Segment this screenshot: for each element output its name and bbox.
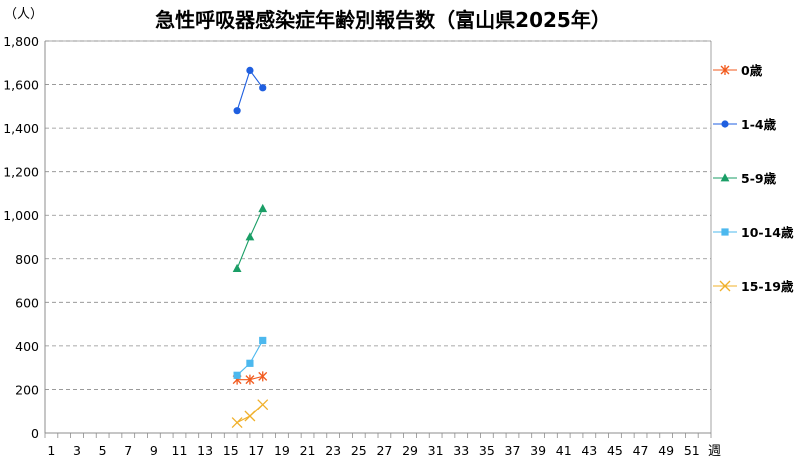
x-tick-label: 11 — [172, 443, 188, 458]
legend-label: 5-9歳 — [741, 171, 777, 186]
y-tick-label: 1,200 — [3, 165, 39, 180]
x-tick-label: 35 — [479, 443, 495, 458]
x-tick-label: 43 — [581, 443, 597, 458]
y-tick-label: 1,600 — [3, 78, 39, 93]
x-tick-label: 31 — [428, 443, 444, 458]
chart-title: 急性呼吸器感染症年齢別報告数（富山県2025年） — [155, 8, 611, 32]
x-tick-label: 17 — [248, 443, 264, 458]
y-tick-label: 600 — [15, 295, 39, 310]
triangle-marker-shape — [245, 232, 255, 241]
x-tick-label: 33 — [453, 443, 469, 458]
legend-item: 1-4歳 — [713, 117, 777, 132]
legend-label: 0歳 — [741, 63, 763, 78]
legend-marker — [721, 120, 729, 128]
x-tick-label: 21 — [300, 443, 316, 458]
x-tick-label: 49 — [658, 443, 674, 458]
x-marker-stroke — [244, 410, 256, 422]
legend-item: 10-14歳 — [713, 225, 794, 240]
legend-marker — [721, 228, 729, 236]
x-tick-label: 51 — [684, 443, 700, 458]
data-point — [232, 263, 242, 272]
data-point — [245, 374, 255, 385]
y-tick-label: 1,400 — [3, 121, 39, 136]
legend-item: 5-9歳 — [713, 171, 777, 186]
x-tick-label: 23 — [325, 443, 341, 458]
series-4 — [233, 336, 267, 379]
x-tick-label: 13 — [197, 443, 213, 458]
circle-marker-shape — [259, 84, 267, 92]
x-tick-label: 7 — [124, 443, 132, 458]
x-tick-label: 45 — [607, 443, 623, 458]
circle-marker-shape — [721, 120, 729, 128]
legend-marker — [720, 65, 730, 75]
series-3 — [232, 203, 268, 272]
triangle-marker-shape — [720, 173, 730, 182]
x-tick-label: 15 — [223, 443, 239, 458]
x-tick-label: 19 — [274, 443, 290, 458]
series-layer — [231, 66, 269, 429]
y-tick-label: 0 — [31, 426, 39, 441]
x-tick-label: 5 — [99, 443, 107, 458]
series-line — [236, 69, 264, 111]
legend-marker — [720, 173, 730, 182]
triangle-marker-shape — [258, 203, 268, 213]
x-tick-label: 37 — [505, 443, 521, 458]
data-point — [231, 417, 243, 429]
data-point — [233, 371, 241, 379]
circle-marker-shape — [246, 66, 254, 74]
x-tick-label: 29 — [402, 443, 418, 458]
x-tick-label: 47 — [633, 443, 649, 458]
y-axis-unit-label: （人） — [4, 7, 43, 22]
data-point — [258, 203, 268, 213]
x-tick-label: 41 — [556, 443, 572, 458]
square-marker-shape — [721, 228, 729, 236]
series-2 — [233, 66, 267, 115]
legend-label: 15-19歳 — [741, 279, 794, 294]
legend-marker — [719, 280, 731, 292]
data-point — [258, 371, 268, 382]
x-tick-label: 25 — [351, 443, 367, 458]
y-tick-label: 1,000 — [3, 208, 39, 223]
legend-item: 0歳 — [713, 63, 763, 78]
data-point — [257, 399, 269, 411]
x-marker-stroke — [257, 399, 269, 411]
triangle-marker-shape — [232, 263, 242, 272]
series-line — [236, 404, 264, 424]
y-tick-label: 1,800 — [3, 34, 39, 49]
x-marker-stroke — [719, 280, 731, 292]
square-marker-shape — [259, 336, 267, 345]
y-tick-label: 800 — [15, 252, 39, 267]
data-point — [259, 336, 267, 345]
x-tick-label: 27 — [376, 443, 392, 458]
legend-item: 15-19歳 — [713, 279, 794, 294]
square-marker-shape — [233, 371, 241, 379]
data-point — [246, 359, 254, 367]
data-point — [245, 232, 255, 241]
legend: 0歳 1-4歳 5-9歳 10-14歳 15-19歳 — [713, 63, 794, 294]
series-5 — [231, 399, 269, 429]
x-marker-stroke — [231, 417, 243, 429]
x-tick-label: 39 — [530, 443, 546, 458]
data-point — [233, 107, 241, 115]
x-tick-label: 9 — [150, 443, 158, 458]
grid-layer — [45, 40, 711, 390]
legend-label: 1-4歳 — [741, 117, 777, 132]
x-axis-unit-label: 週 — [708, 444, 721, 459]
x-tick-label: 3 — [73, 443, 81, 458]
data-point — [259, 84, 267, 92]
circle-marker-shape — [233, 107, 241, 115]
y-tick-label: 200 — [15, 382, 39, 397]
data-point — [244, 410, 256, 422]
data-point — [246, 66, 254, 74]
y-tick-label: 400 — [15, 339, 39, 354]
x-tick-label: 1 — [47, 443, 55, 458]
square-marker-shape — [246, 359, 254, 367]
legend-label: 10-14歳 — [741, 225, 794, 240]
